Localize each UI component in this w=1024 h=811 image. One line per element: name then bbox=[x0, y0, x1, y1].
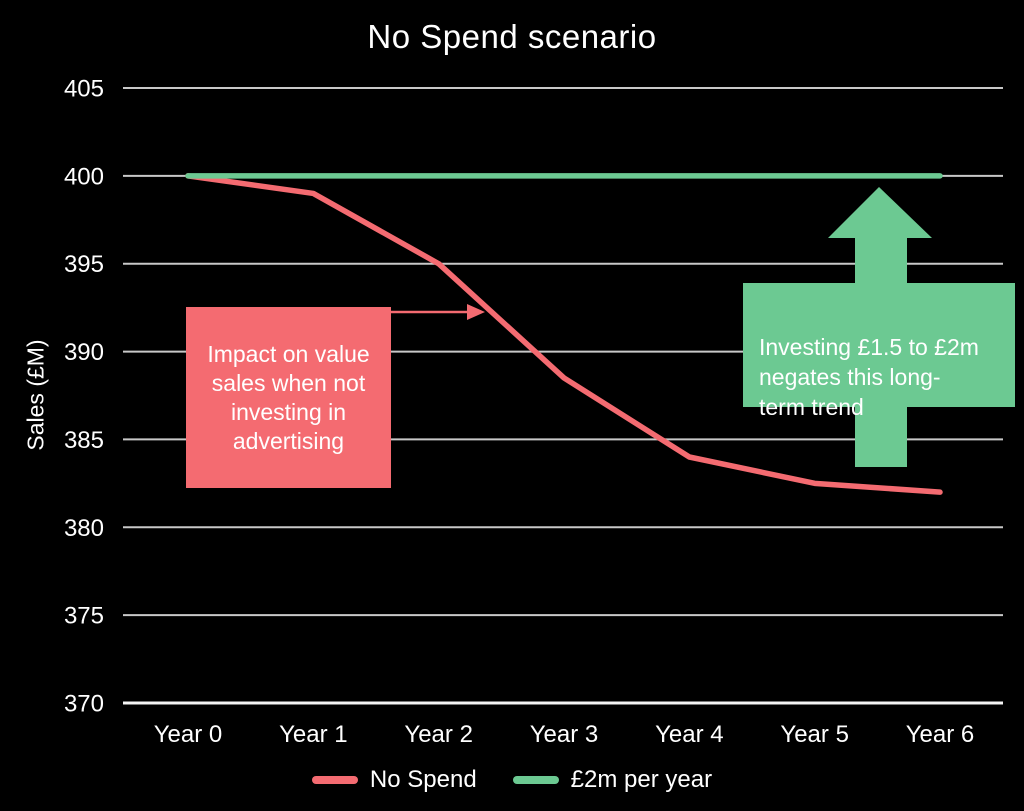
chart-title: No Spend scenario bbox=[367, 18, 657, 55]
legend-swatch-no-spend-rect bbox=[311, 776, 358, 784]
note-pointer-arrow bbox=[391, 304, 485, 320]
x-tick-label: Year 3 bbox=[530, 721, 599, 748]
up-arrow-head bbox=[828, 187, 932, 238]
legend-swatch-2m-per-year bbox=[512, 776, 559, 784]
note-pointer-head bbox=[467, 304, 485, 320]
series-line-no-spend bbox=[185, 173, 943, 495]
no-spend-annotation: Impact on value sales when not investing… bbox=[186, 307, 391, 488]
y-tick-label: 380 bbox=[64, 515, 104, 542]
y-tick-label: 370 bbox=[64, 691, 104, 718]
y-tick-label: 375 bbox=[64, 603, 104, 630]
legend-item-no-spend: No Spend bbox=[311, 766, 477, 794]
legend-swatch-2m-per-year-rect bbox=[512, 776, 559, 784]
x-tick-label: Year 1 bbox=[279, 721, 348, 748]
invest-annotation: Investing £1.5 to £2m negates this long-… bbox=[743, 283, 1015, 420]
legend-label-2m-per-year: £2m per year bbox=[570, 766, 713, 793]
y-tick-label: 385 bbox=[64, 427, 104, 454]
y-tick-label: 400 bbox=[64, 163, 104, 190]
plot-base-layer: 370 375 380 385 390 395 400 405 Year 0 Year 1 Year… bbox=[64, 76, 1003, 748]
x-tick-label: Year 5 bbox=[780, 721, 849, 748]
x-tick-label: Year 6 bbox=[906, 721, 975, 748]
legend-swatch-no-spend bbox=[311, 776, 358, 784]
invest-annotation-text: Investing £1.5 to £2m negates this long-… bbox=[759, 334, 979, 420]
legend-label-no-spend: No Spend bbox=[369, 766, 477, 793]
legend-item-2m-per-year: £2m per year bbox=[512, 766, 713, 794]
x-tick-label: Year 0 bbox=[154, 721, 223, 748]
legend: No Spend £2m per year bbox=[0, 763, 1024, 797]
x-tick-label: Year 2 bbox=[404, 721, 473, 748]
y-tick-label: 390 bbox=[64, 339, 104, 366]
no-spend-annotation-text: Impact on value sales when not investing… bbox=[207, 340, 370, 454]
y-tick-label: 405 bbox=[64, 76, 104, 103]
x-tick-label: Year 4 bbox=[655, 721, 724, 748]
y-tick-label: 395 bbox=[64, 251, 104, 278]
